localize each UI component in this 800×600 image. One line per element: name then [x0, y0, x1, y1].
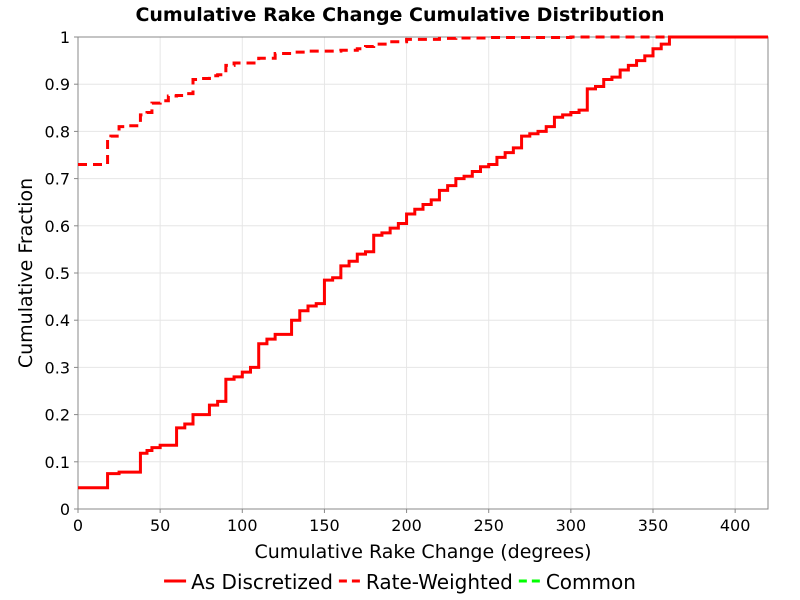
x-axis-label: Cumulative Rake Change (degrees) [254, 541, 591, 563]
legend: As Discretized Rate-Weighted Common [164, 570, 636, 594]
legend-label: As Discretized [191, 570, 333, 594]
x-tick-label: 400 [720, 516, 751, 535]
y-tick-label: 0.5 [45, 264, 70, 283]
y-tick-label: 0.7 [45, 170, 70, 189]
legend-label: Rate-Weighted [366, 570, 513, 594]
x-tick-label: 300 [556, 516, 587, 535]
series-line-as-discretized [78, 35, 768, 490]
series-group [78, 35, 768, 490]
chart-title: Cumulative Rake Change Cumulative Distri… [135, 4, 664, 26]
y-tick-label: 1 [60, 28, 70, 47]
y-axis-label: Cumulative Fraction [15, 178, 37, 368]
y-tick-label: 0.6 [45, 217, 70, 236]
y-tick-label: 0 [60, 500, 70, 519]
x-axis-ticks: 0 50 100 150 200 250 300 350 400 [73, 509, 751, 535]
x-tick-label: 150 [309, 516, 340, 535]
series-line-rate-weighted [78, 35, 768, 166]
x-tick-label: 250 [473, 516, 504, 535]
y-tick-label: 0.9 [45, 75, 70, 94]
legend-label: Common [546, 570, 636, 594]
y-tick-label: 0.3 [45, 358, 70, 377]
x-tick-label: 100 [227, 516, 258, 535]
x-tick-label: 0 [73, 516, 83, 535]
y-tick-label: 0.4 [45, 311, 70, 330]
x-tick-label: 350 [638, 516, 669, 535]
y-axis-ticks: 0 0.1 0.2 0.3 0.4 0.5 0.6 0.7 0.8 0.9 1 [45, 28, 78, 519]
x-tick-label: 200 [391, 516, 422, 535]
x-tick-label: 50 [150, 516, 170, 535]
y-tick-label: 0.1 [45, 453, 70, 472]
y-tick-label: 0.2 [45, 406, 70, 425]
y-tick-label: 0.8 [45, 122, 70, 141]
